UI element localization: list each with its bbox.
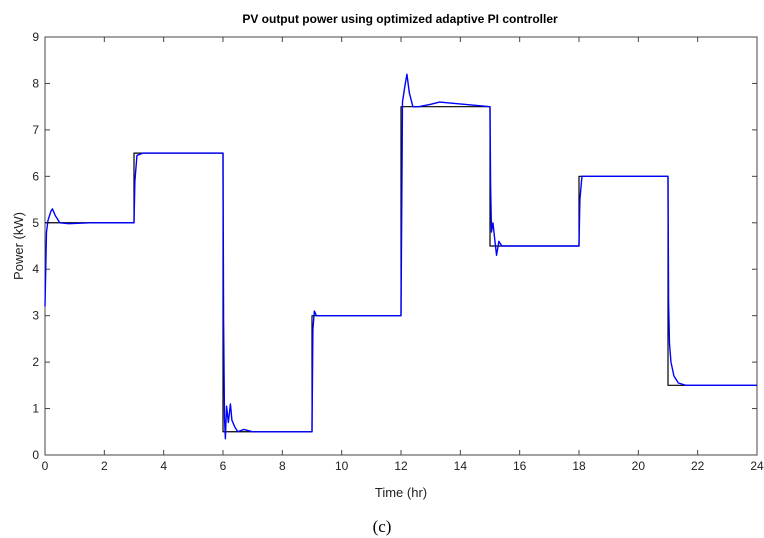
x-tick-label: 14 <box>454 459 468 473</box>
x-axis-label: Time (hr) <box>375 485 427 500</box>
x-tick-label: 8 <box>279 459 286 473</box>
chart-title: PV output power using optimized adaptive… <box>242 12 558 26</box>
y-tick-label: 8 <box>32 76 39 90</box>
x-tick-label: 10 <box>335 459 349 473</box>
x-tick-label: 16 <box>513 459 527 473</box>
x-tick-label: 22 <box>691 459 705 473</box>
x-tick-label: 24 <box>750 459 764 473</box>
y-tick-label: 9 <box>32 30 39 44</box>
y-tick-label: 2 <box>32 355 39 369</box>
x-tick-label: 18 <box>572 459 586 473</box>
y-tick-label: 7 <box>32 123 39 137</box>
x-tick-label: 2 <box>101 459 108 473</box>
y-tick-label: 3 <box>32 309 39 323</box>
figure-caption: (c) <box>373 517 392 536</box>
y-axis-label: Power (kW) <box>11 212 26 280</box>
x-tick-label: 12 <box>394 459 408 473</box>
y-tick-label: 0 <box>32 448 39 462</box>
x-axis-ticks: 0 2 4 6 8 10 12 14 16 18 20 22 24 <box>42 37 764 473</box>
series-layer <box>44 73 757 440</box>
x-tick-label: 6 <box>220 459 227 473</box>
x-tick-label: 0 <box>42 459 49 473</box>
y-tick-label: 5 <box>32 216 39 230</box>
y-axis-ticks: 0 1 2 3 4 5 6 7 8 9 <box>32 30 757 462</box>
x-tick-label: 4 <box>160 459 167 473</box>
x-tick-label: 20 <box>632 459 646 473</box>
y-tick-label: 4 <box>32 262 39 276</box>
y-tick-label: 1 <box>32 402 39 416</box>
y-tick-label: 6 <box>32 169 39 183</box>
pv-output-power-line <box>44 73 757 440</box>
